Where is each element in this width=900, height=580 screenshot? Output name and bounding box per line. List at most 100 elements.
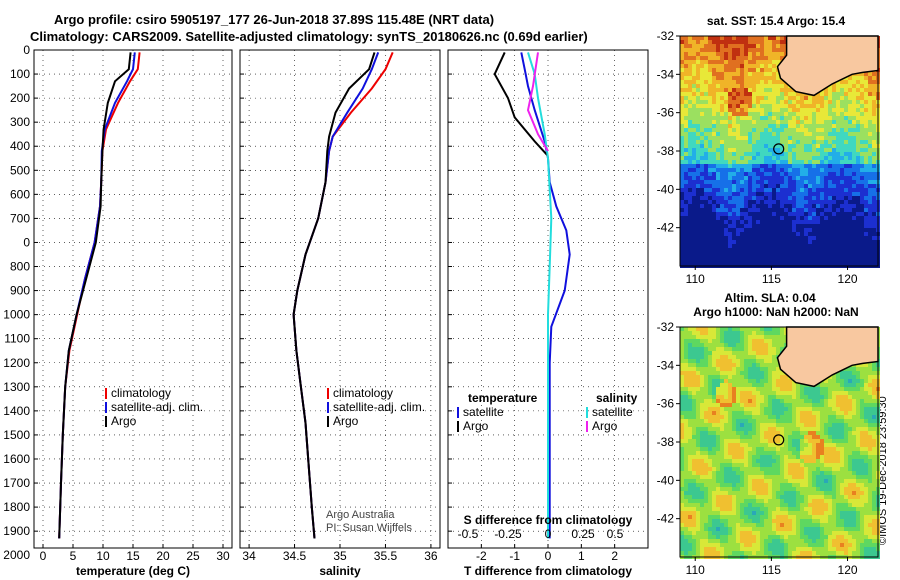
map-cell: [724, 36, 728, 40]
map-cell: [772, 367, 776, 371]
map-cell: [860, 176, 864, 180]
map-cell: [728, 124, 732, 128]
map-cell: [832, 403, 836, 407]
map-cell: [824, 196, 828, 200]
map-cell: [784, 192, 788, 196]
map-cell: [760, 395, 764, 399]
map-cell: [732, 331, 736, 335]
map-cell: [820, 184, 824, 188]
map-cell: [764, 224, 768, 228]
map-cell: [844, 176, 848, 180]
map-cell: [796, 256, 800, 260]
map-cell: [736, 379, 740, 383]
map-cell: [740, 403, 744, 407]
map-cell: [680, 152, 684, 156]
map-cell: [872, 156, 876, 160]
map-cell: [692, 439, 696, 443]
map-cell: [804, 435, 808, 439]
map-cell: [788, 172, 792, 176]
map-cell: [868, 228, 872, 232]
map-cell: [808, 120, 812, 124]
map-cell: [820, 451, 824, 455]
map-cell: [836, 403, 840, 407]
map-cell: [760, 335, 764, 339]
map-cell: [784, 216, 788, 220]
map-cell: [852, 443, 856, 447]
lat-tick-label: -32: [657, 29, 675, 43]
map-cell: [784, 244, 788, 248]
map-cell: [812, 208, 816, 212]
map-cell: [792, 224, 796, 228]
map-cell: [684, 148, 688, 152]
map-cell: [800, 224, 804, 228]
map-cell: [704, 44, 708, 48]
map-cell: [740, 399, 744, 403]
map-cell: [740, 132, 744, 136]
map-cell: [872, 144, 876, 148]
map-cell: [796, 180, 800, 184]
map-cell: [744, 339, 748, 343]
map-cell: [840, 415, 844, 419]
map-cell: [744, 459, 748, 463]
map-cell: [864, 240, 868, 244]
map-cell: [712, 56, 716, 60]
map-cell: [732, 44, 736, 48]
map-cell: [740, 180, 744, 184]
map-cell: [732, 459, 736, 463]
map-cell: [756, 248, 760, 252]
map-cell: [708, 419, 712, 423]
map-cell: [728, 447, 732, 451]
map-cell: [860, 411, 864, 415]
map-cell: [756, 192, 760, 196]
map-cell: [728, 144, 732, 148]
map-cell: [716, 359, 720, 363]
map-cell: [716, 252, 720, 256]
map-cell: [760, 188, 764, 192]
map-cell: [784, 407, 788, 411]
map-cell: [704, 455, 708, 459]
map-cell: [812, 260, 816, 264]
map-cell: [752, 423, 756, 427]
map-cell: [828, 431, 832, 435]
map-cell: [812, 116, 816, 120]
map-cell: [728, 60, 732, 64]
map-cell: [728, 100, 732, 104]
map-cell: [848, 216, 852, 220]
map-cell: [776, 415, 780, 419]
map-cell: [736, 359, 740, 363]
lat-tick-label: -40: [657, 182, 675, 196]
map-cell: [828, 88, 832, 92]
map-cell: [776, 331, 780, 335]
map-cell: [728, 439, 732, 443]
map-cell: [820, 411, 824, 415]
map-cell: [712, 144, 716, 148]
map-cell: [836, 451, 840, 455]
map-cell: [764, 471, 768, 475]
map-cell: [724, 188, 728, 192]
map-cell: [740, 36, 744, 40]
chart-title-line2: Climatology: CARS2009. Satellite-adjuste…: [30, 29, 588, 44]
map-cell: [716, 212, 720, 216]
map-cell: [776, 76, 780, 80]
map-cell: [756, 415, 760, 419]
map-cell: [692, 339, 696, 343]
map-cell: [784, 100, 788, 104]
map-cell: [680, 363, 684, 367]
map-cell: [744, 84, 748, 88]
map-cell: [752, 232, 756, 236]
map-cell: [712, 156, 716, 160]
map-cell: [848, 443, 852, 447]
map-cell: [724, 48, 728, 52]
map-cell: [820, 220, 824, 224]
map-cell: [712, 80, 716, 84]
map-cell: [736, 108, 740, 112]
map-cell: [772, 451, 776, 455]
map-cell: [808, 96, 812, 100]
map-cell: [856, 136, 860, 140]
map-cell: [868, 188, 872, 192]
map-cell: [836, 260, 840, 264]
map-cell: [752, 124, 756, 128]
map-cell: [712, 423, 716, 427]
map-cell: [840, 120, 844, 124]
map-cell: [696, 184, 700, 188]
